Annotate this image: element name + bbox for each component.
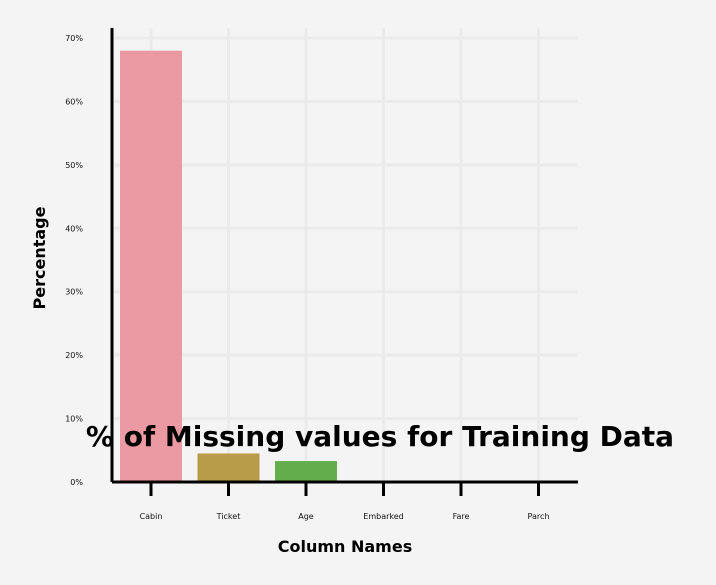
bar-ticket [197, 453, 260, 482]
bar-age [275, 461, 337, 482]
y-tick-label: 70% [65, 34, 83, 43]
axes [110, 28, 578, 484]
x-ticks: Cabin Ticket Age Embarked Fare Parch [140, 482, 550, 521]
x-tick-label: Age [298, 512, 314, 521]
bar-cabin [120, 50, 182, 482]
y-tick-label: 40% [65, 224, 83, 233]
chart-title: % of Missing values for Training Data [86, 420, 674, 453]
bars [120, 50, 337, 482]
y-tick-labels: 0% 10% 20% 30% 40% 50% 60% 70% [65, 34, 83, 487]
x-tick-label: Ticket [216, 512, 241, 521]
y-tick-label: 60% [65, 97, 83, 106]
x-tick-label: Embarked [363, 512, 403, 521]
y-axis-title: Percentage [30, 206, 49, 309]
grid [112, 28, 578, 482]
y-tick-label: 0% [70, 478, 83, 487]
y-tick-label: 10% [65, 415, 83, 424]
x-axis-title: Column Names [278, 537, 412, 556]
y-tick-label: 20% [65, 351, 83, 360]
y-tick-label: 30% [65, 288, 83, 297]
x-tick-label: Parch [528, 512, 550, 521]
y-tick-label: 50% [65, 161, 83, 170]
x-tick-label: Fare [453, 512, 470, 521]
x-tick-label: Cabin [140, 512, 163, 521]
